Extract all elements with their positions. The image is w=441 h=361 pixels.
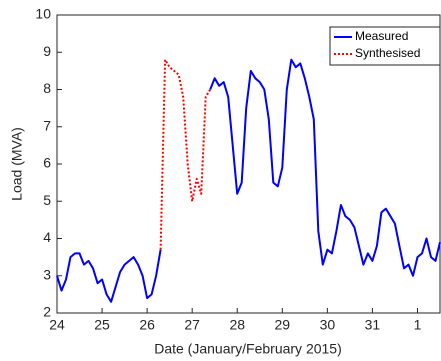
x-tick-label: 28 [229,317,245,333]
x-tick-label: 25 [94,317,110,333]
x-axis-label: Date (January/February 2015) [154,341,342,357]
x-tick-label: 27 [184,317,200,333]
legend-label: Measured [355,29,408,43]
legend-box [329,26,441,66]
line-series [56,58,441,303]
y-tick-label: 10 [35,6,51,22]
x-tick-label: 24 [49,317,65,333]
y-tick-label: 4 [43,229,51,245]
legend-label: Synthesised [355,46,420,60]
x-tick-label: 31 [365,317,381,333]
x-tick-label: 26 [139,317,155,333]
x-tick-label: 1 [414,317,422,333]
x-tick-label: 30 [320,317,336,333]
y-axis-label: Load (MVA) [9,127,25,201]
y-tick-label: 3 [43,266,51,282]
y-tick-label: 6 [43,155,51,171]
y-tick-label: 5 [43,192,51,208]
line-series [159,58,212,250]
x-tick-label: 29 [275,317,291,333]
y-tick-label: 7 [43,117,51,133]
y-tick-label: 2 [43,304,51,320]
y-tick-label: 9 [43,43,51,59]
y-tick-label: 8 [43,80,51,96]
